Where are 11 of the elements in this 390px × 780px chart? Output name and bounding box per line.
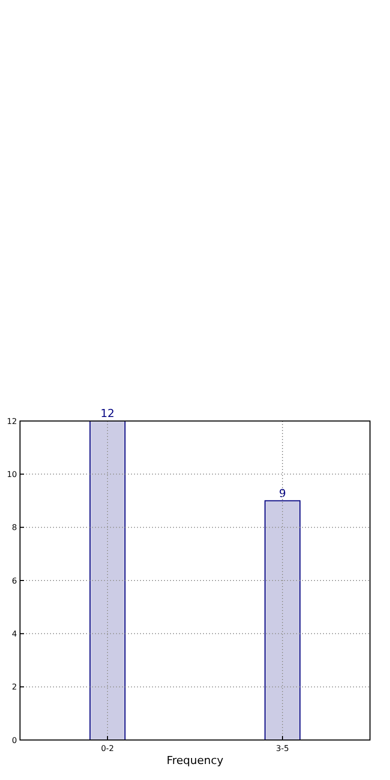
y-tick-label: 10 [6, 470, 17, 479]
y-tick-label: 12 [6, 416, 17, 426]
x-tick-label: 3-5 [276, 744, 290, 753]
y-tick-label: 4 [12, 629, 17, 638]
x-tick-label: 0-2 [100, 744, 114, 753]
y-tick-label: 0 [12, 736, 17, 745]
y-tick-label: 2 [12, 682, 17, 692]
x-axis-title: Frequency [166, 754, 224, 767]
data-label: 12 [100, 407, 114, 420]
y-tick-label: 8 [12, 523, 17, 532]
y-tick-label: 6 [12, 576, 17, 586]
